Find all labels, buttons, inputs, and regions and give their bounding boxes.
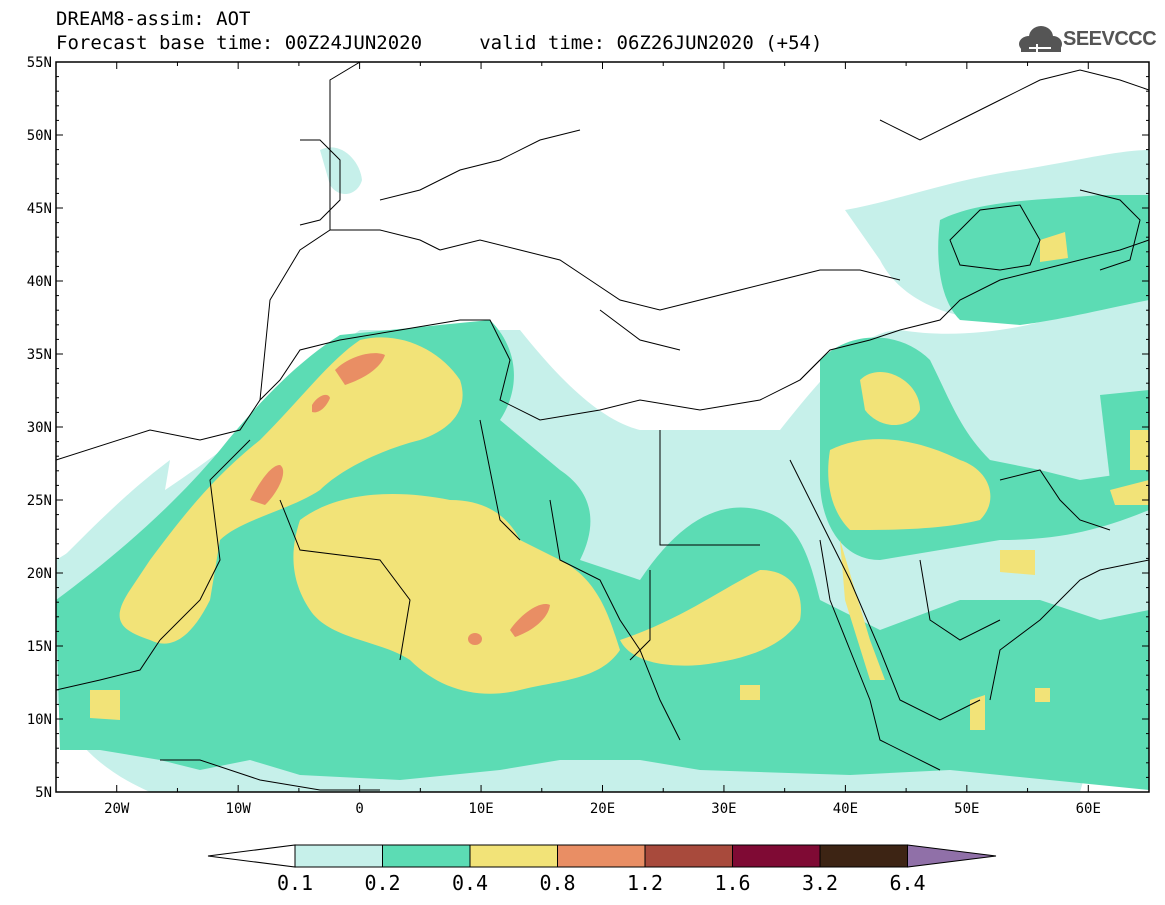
y-tick-label: 5N (35, 785, 52, 801)
colorbar-label: 0.8 (539, 871, 575, 895)
x-tick-label: 20E (590, 801, 615, 817)
axis-ticks: 20W 10W 0 10E 20E 30E 40E 50E 60E 55N 50N 45N 40N 35N… (27, 55, 1150, 817)
colorbar-swatch (644, 844, 733, 868)
colorbar-label: 3.2 (802, 871, 838, 895)
x-tick-label: 30E (711, 801, 736, 817)
x-tick-label: 20W (104, 801, 130, 817)
x-tick-label: 60E (1076, 801, 1101, 817)
y-tick-label: 20N (27, 566, 52, 582)
colorbar-label: 0.1 (277, 871, 313, 895)
colorbar-label: 1.2 (627, 871, 663, 895)
x-tick-label: 10W (226, 801, 252, 817)
y-tick-label: 50N (27, 128, 52, 144)
x-tick-label: 10E (468, 801, 493, 817)
y-tick-label: 40N (27, 274, 52, 290)
x-tick-label: 50E (954, 801, 979, 817)
colorbar-swatch (294, 844, 383, 868)
logo-text: SEEVCCC (1063, 28, 1157, 50)
y-tick-label: 35N (27, 347, 52, 363)
colorbar-label: 1.6 (714, 871, 750, 895)
cloud-icon (1019, 26, 1062, 52)
y-tick-label: 30N (27, 420, 52, 436)
colorbar-label: 0.4 (452, 871, 488, 895)
colorbar-label: 0.2 (364, 871, 400, 895)
chart-subtitle: Forecast base time: 00Z24JUN2020 valid t… (56, 32, 823, 54)
x-tick-label: 0 (355, 801, 363, 817)
coastlines (56, 62, 1149, 791)
y-tick-label: 10N (27, 712, 52, 728)
colorbar-swatch (469, 844, 558, 868)
colorbar-swatch (557, 844, 646, 868)
y-tick-label: 55N (27, 55, 52, 71)
y-tick-label: 25N (27, 493, 52, 509)
colorbar-swatch (732, 844, 821, 868)
colorbar-swatch (382, 844, 471, 868)
colorbar-swatch (819, 844, 908, 868)
colorbar-arrow-low (207, 844, 296, 868)
chart-title: DREAM8-assim: AOT (56, 8, 251, 30)
y-tick-label: 45N (27, 201, 52, 217)
colorbar-arrow-high (907, 844, 997, 868)
colorbar-label: 6.4 (889, 871, 925, 895)
aot-field (56, 147, 1149, 792)
colorbar: 0.1 0.2 0.4 0.8 1.2 1.6 3.2 6.4 (207, 844, 997, 895)
y-tick-label: 15N (27, 639, 52, 655)
x-tick-label: 40E (833, 801, 858, 817)
